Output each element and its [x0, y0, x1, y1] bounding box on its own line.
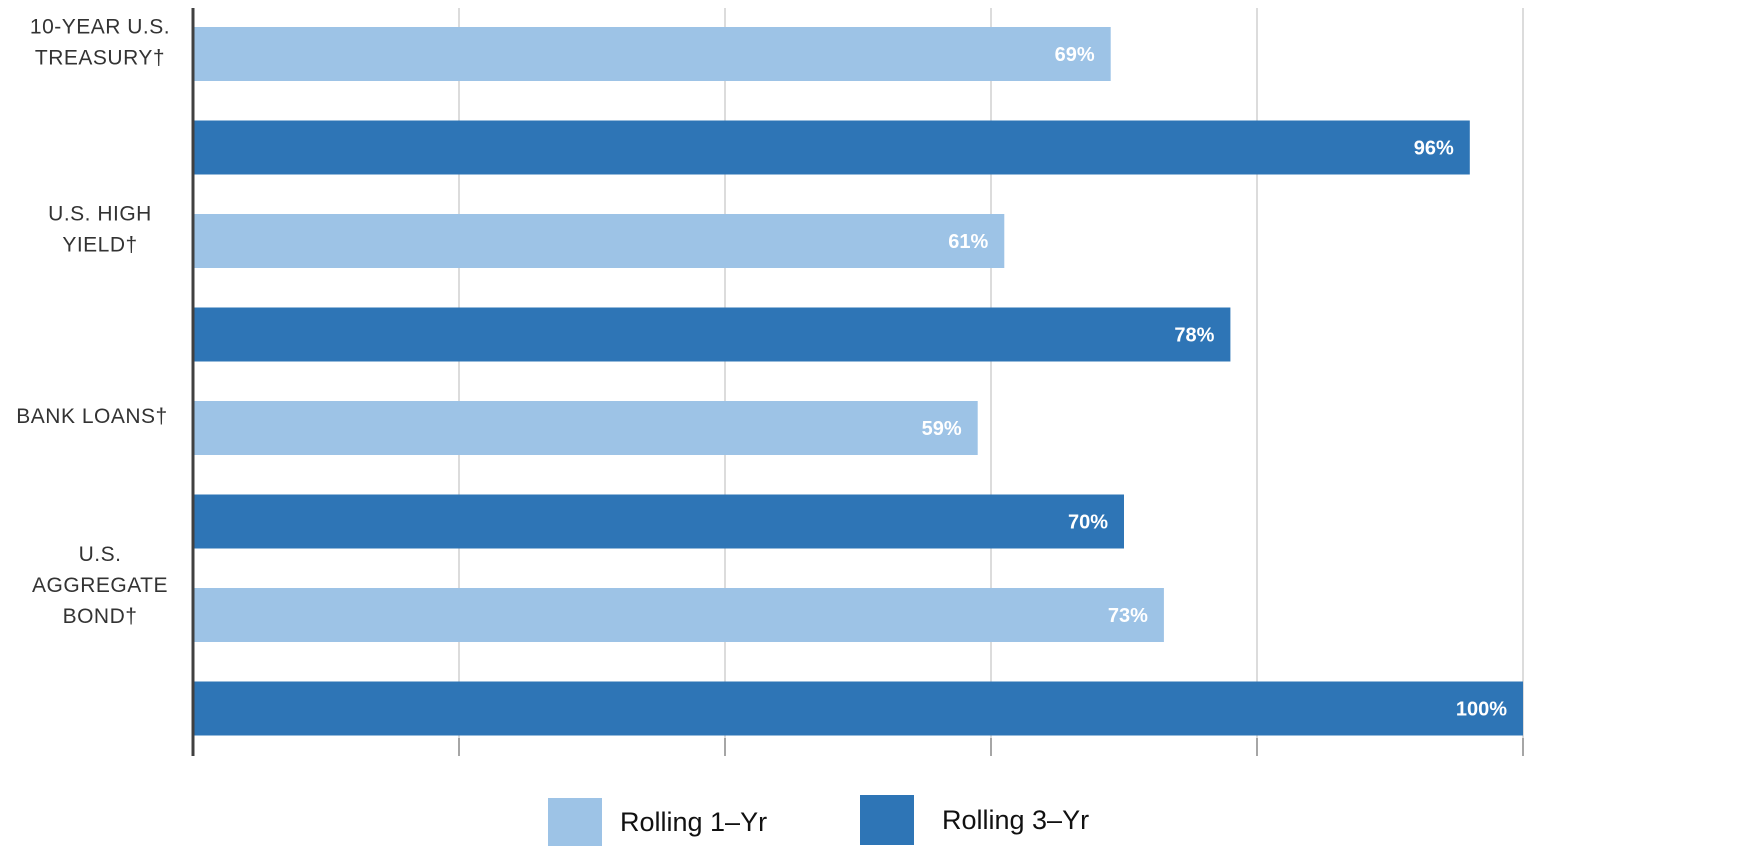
bar-2-0 [193, 401, 978, 455]
category-label-2: BANK LOANS† [16, 405, 167, 428]
category-label-0: 10-YEAR U.S. TREASURY† [30, 16, 170, 70]
bar-0-0 [193, 27, 1111, 81]
value-labels: 69% 96% 61% 78% 59% 70% 73% 100% [922, 44, 1508, 721]
bar-0-1 [193, 120, 1470, 175]
category-label-3: U.S. AGGREGATE BOND† [32, 543, 168, 628]
bar-3-0 [193, 588, 1164, 642]
value-label-3-1: 100% [1456, 699, 1507, 721]
bar-3-1 [193, 681, 1523, 736]
value-label-1-0: 61% [948, 231, 988, 253]
category-labels: 10-YEAR U.S. TREASURY† U.S. HIGH YIELD† BANK… [16, 16, 170, 629]
bar-2-1 [193, 494, 1124, 549]
value-label-0-1: 96% [1414, 138, 1454, 160]
value-label-2-1: 70% [1068, 512, 1108, 534]
category-label-1: U.S. HIGH YIELD† [48, 203, 152, 257]
value-label-3-0: 73% [1108, 605, 1148, 627]
value-label-1-1: 78% [1174, 325, 1214, 347]
value-label-2-0: 59% [922, 418, 962, 440]
bars [193, 27, 1523, 736]
value-label-0-0: 69% [1055, 44, 1095, 66]
bar-1-0 [193, 214, 1005, 268]
gridlines [458, 8, 1524, 756]
bar-1-1 [193, 307, 1231, 362]
